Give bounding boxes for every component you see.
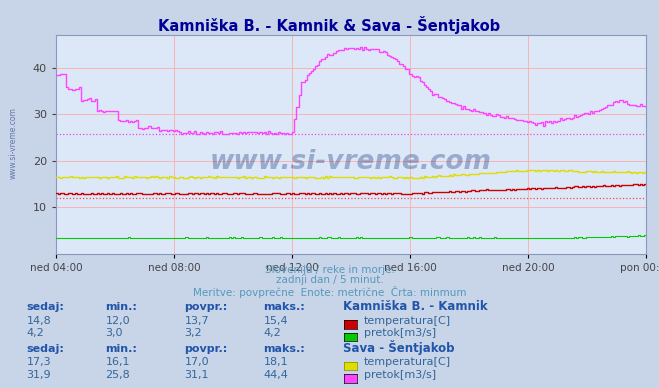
Text: 4,2: 4,2 (264, 328, 281, 338)
Text: 3,0: 3,0 (105, 328, 123, 338)
Text: povpr.:: povpr.: (185, 302, 228, 312)
Text: pretok[m3/s]: pretok[m3/s] (364, 370, 436, 380)
Text: 15,4: 15,4 (264, 316, 288, 326)
Text: 12,0: 12,0 (105, 316, 130, 326)
Text: min.:: min.: (105, 302, 137, 312)
Text: temperatura[C]: temperatura[C] (364, 357, 451, 367)
Text: 16,1: 16,1 (105, 357, 130, 367)
Text: povpr.:: povpr.: (185, 344, 228, 354)
Text: zadnji dan / 5 minut.: zadnji dan / 5 minut. (275, 275, 384, 286)
Text: 4,2: 4,2 (26, 328, 44, 338)
Text: 17,0: 17,0 (185, 357, 209, 367)
Text: pretok[m3/s]: pretok[m3/s] (364, 328, 436, 338)
Text: 31,9: 31,9 (26, 370, 51, 380)
Text: www.si-vreme.com: www.si-vreme.com (210, 149, 492, 175)
Text: maks.:: maks.: (264, 344, 305, 354)
Text: 31,1: 31,1 (185, 370, 209, 380)
Text: min.:: min.: (105, 344, 137, 354)
Text: 17,3: 17,3 (26, 357, 51, 367)
Text: Sava - Šentjakob: Sava - Šentjakob (343, 340, 454, 355)
Text: 44,4: 44,4 (264, 370, 289, 380)
Text: Kamniška B. - Kamnik: Kamniška B. - Kamnik (343, 300, 487, 314)
Text: 18,1: 18,1 (264, 357, 288, 367)
Text: 13,7: 13,7 (185, 316, 209, 326)
Text: sedaj:: sedaj: (26, 302, 64, 312)
Text: Kamniška B. - Kamnik & Sava - Šentjakob: Kamniška B. - Kamnik & Sava - Šentjakob (158, 16, 501, 33)
Text: Slovenija / reke in morje.: Slovenija / reke in morje. (264, 265, 395, 275)
Text: www.si-vreme.com: www.si-vreme.com (9, 107, 18, 180)
Text: Meritve: povprečne  Enote: metrične  Črta: minmum: Meritve: povprečne Enote: metrične Črta:… (192, 286, 467, 298)
Text: 25,8: 25,8 (105, 370, 130, 380)
Text: 14,8: 14,8 (26, 316, 51, 326)
Text: temperatura[C]: temperatura[C] (364, 316, 451, 326)
Text: sedaj:: sedaj: (26, 344, 64, 354)
Text: 3,2: 3,2 (185, 328, 202, 338)
Text: maks.:: maks.: (264, 302, 305, 312)
